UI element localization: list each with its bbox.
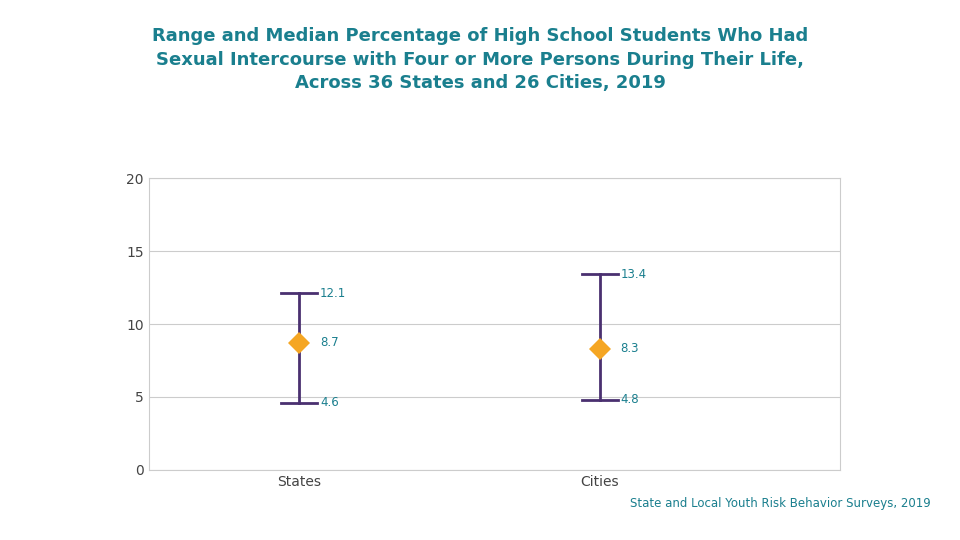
Text: Range and Median Percentage of High School Students Who Had
Sexual Intercourse w: Range and Median Percentage of High Scho… <box>152 27 808 92</box>
Text: 8.3: 8.3 <box>620 342 639 355</box>
Text: 13.4: 13.4 <box>620 268 647 281</box>
Text: 4.8: 4.8 <box>620 393 639 406</box>
Text: 4.6: 4.6 <box>320 396 339 409</box>
Text: 12.1: 12.1 <box>320 287 347 300</box>
Text: 8.7: 8.7 <box>320 336 339 349</box>
Text: State and Local Youth Risk Behavior Surveys, 2019: State and Local Youth Risk Behavior Surv… <box>631 497 931 510</box>
